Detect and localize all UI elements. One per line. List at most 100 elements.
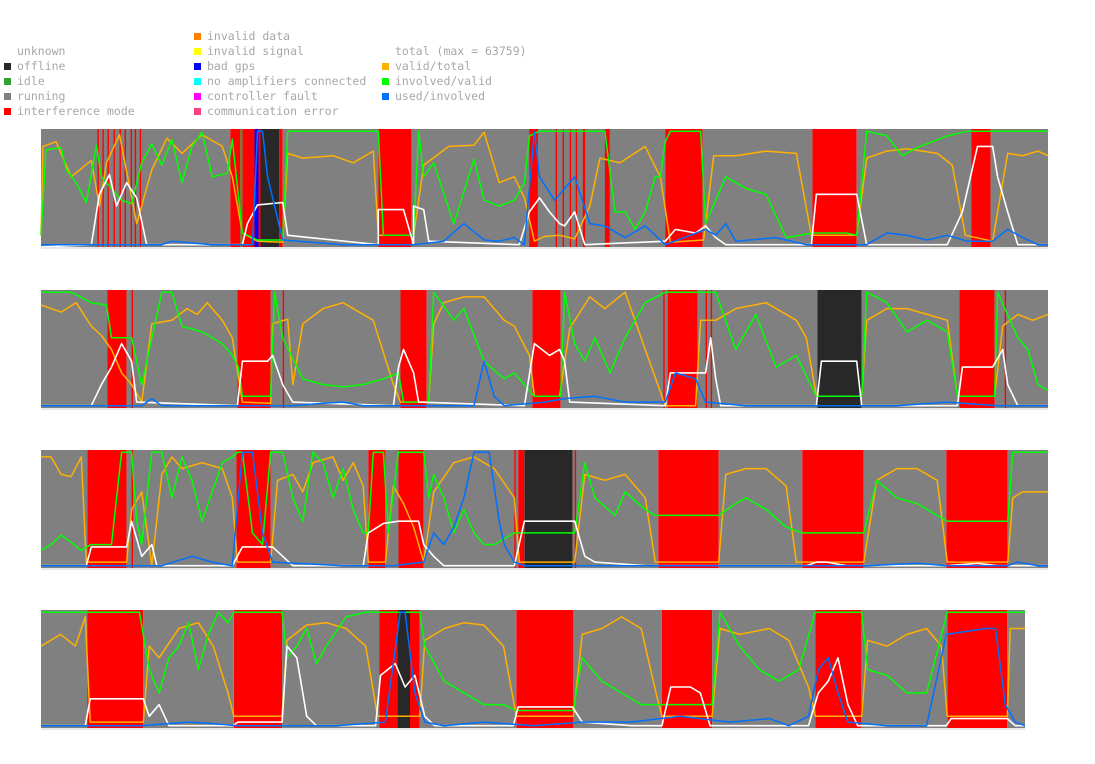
legend-item-controller-fault: controller fault <box>194 89 366 104</box>
legend-swatch <box>382 63 389 70</box>
interference-tick <box>680 610 682 729</box>
state-segment-running <box>712 610 816 729</box>
interference-tick <box>569 129 572 248</box>
legend-swatch <box>194 48 201 55</box>
series-line-total <box>40 145 1048 248</box>
state-segment-running <box>718 450 803 569</box>
state-segment-interference-mode <box>516 610 574 729</box>
state-segment-running <box>861 610 948 729</box>
legend-label: bad gps <box>207 59 256 73</box>
state-segment-offline <box>817 290 862 409</box>
series-line-involved-valid <box>41 611 1025 712</box>
legend-item-idle: idle <box>4 74 135 89</box>
strip-panel-4 <box>40 610 1026 730</box>
interference-tick <box>582 129 585 248</box>
state-segment-interference-mode <box>959 290 995 409</box>
interference-tick <box>575 129 578 248</box>
legend-swatch <box>382 93 389 100</box>
interference-tick <box>1004 290 1007 409</box>
legend-swatch <box>4 108 11 115</box>
legend-label: running <box>17 89 66 103</box>
state-segment-running <box>270 290 401 409</box>
state-segment-running <box>41 610 88 729</box>
series-line-valid-total <box>40 291 1049 407</box>
series-line-involved-valid <box>40 130 1048 241</box>
series-line-valid-total <box>40 616 1025 723</box>
state-segment-idle <box>240 129 243 248</box>
legend-label: offline <box>17 59 66 73</box>
state-segment-interference-mode <box>946 450 1008 569</box>
state-segment-interference-mode <box>604 129 610 248</box>
legend-item-unknown: unknown <box>4 44 135 59</box>
state-segment-running <box>143 610 234 729</box>
state-segment-running <box>697 290 818 409</box>
state-segment-running <box>1007 610 1025 729</box>
interference-tick <box>113 290 115 409</box>
state-segment-offline <box>397 610 410 729</box>
legend-label: idle <box>17 74 45 88</box>
state-segment-interference-mode <box>661 610 713 729</box>
legend-column-1: unknown offline idle running interferenc… <box>4 44 135 119</box>
legend-label: involved/valid <box>395 74 492 88</box>
interference-tick <box>967 290 969 409</box>
interference-tick <box>519 610 521 729</box>
state-segment-interference-mode <box>658 450 719 569</box>
interference-tick <box>537 290 539 409</box>
interference-tick <box>562 129 564 248</box>
state-segment-interference-mode <box>947 610 1008 729</box>
series-line-involved-valid <box>40 451 1048 552</box>
strip-panel-2 <box>40 290 1049 410</box>
state-segment-interference-mode <box>368 450 386 569</box>
legend-item-running: running <box>4 89 135 104</box>
state-segment-running <box>1007 450 1048 569</box>
interference-tick <box>131 290 133 409</box>
interference-tick <box>705 290 707 409</box>
legend-item-total: total (max = 63759) <box>382 44 527 59</box>
series-line-used-involved <box>41 451 1048 567</box>
legend-swatch <box>194 33 201 40</box>
interference-tick <box>536 129 538 248</box>
interference-tick <box>119 129 121 248</box>
interference-tick <box>418 290 420 409</box>
state-segment-interference-mode <box>87 610 144 729</box>
legend-label: used/involved <box>395 89 486 103</box>
legend-item-used-involved: used/involved <box>382 89 527 104</box>
series-line-used-involved <box>41 360 1048 407</box>
state-segment-interference-mode <box>667 290 698 409</box>
state-segment-running <box>423 450 519 569</box>
legend-item-interference-mode: interference mode <box>4 104 135 119</box>
legend-label: unknown <box>17 44 66 58</box>
interference-tick <box>705 610 707 729</box>
legend-item-involved-valid: involved/valid <box>382 74 527 89</box>
series-line-used-involved <box>41 611 1026 727</box>
legend-label: communication error <box>207 104 339 118</box>
series-line-total <box>41 645 1025 727</box>
state-segment-interference-mode <box>971 129 991 248</box>
state-segment-running <box>41 290 108 409</box>
legend-swatch <box>4 93 11 100</box>
legend-label: interference mode <box>17 104 135 118</box>
state-segment-running <box>573 610 662 729</box>
interference-tick <box>556 290 558 409</box>
state-segment-running <box>610 129 666 248</box>
legend-column-2: invalid data invalid signal bad gps no a… <box>194 29 366 119</box>
state-segment-interference-mode <box>518 450 525 569</box>
interference-tick <box>405 290 407 409</box>
legend-swatch <box>4 78 11 85</box>
legend-label: invalid data <box>207 29 291 43</box>
state-segment-interference-mode <box>812 129 857 248</box>
interference-tick <box>378 450 380 569</box>
legend-label: valid/total <box>395 59 472 73</box>
state-segment-interference-mode <box>378 129 412 248</box>
state-segment-interference-mode <box>230 129 241 248</box>
interference-tick <box>413 290 415 409</box>
legend-label: no amplifiers connected <box>207 74 367 88</box>
legend-swatch <box>194 63 201 70</box>
state-segment-running <box>282 610 380 729</box>
state-segment-running <box>861 290 960 409</box>
legend-swatch <box>4 63 11 70</box>
interference-tick <box>555 129 557 248</box>
state-segment-interference-mode <box>87 450 127 569</box>
series-line-total <box>41 520 1048 567</box>
